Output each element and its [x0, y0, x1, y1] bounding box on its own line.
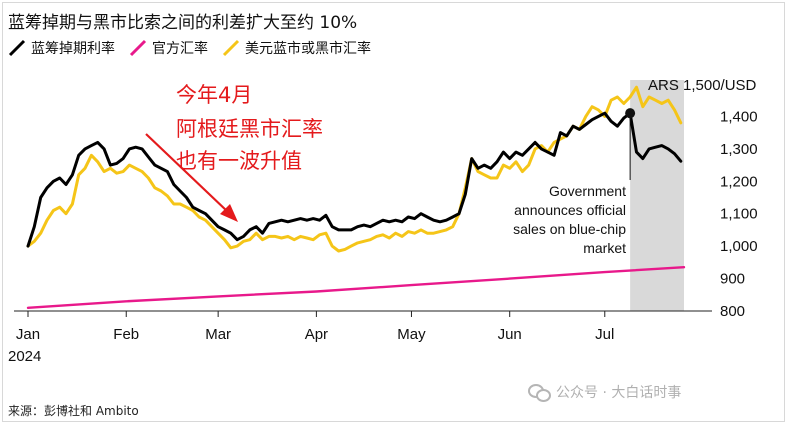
legend: 蓝筹掉期利率 官方汇率 美元蓝市或黑市汇率	[8, 38, 371, 58]
series-line-0	[26, 111, 683, 248]
y-tick-label: 800	[720, 303, 745, 320]
callout-text-line: 今年4月	[176, 83, 252, 107]
wechat-icon	[528, 383, 551, 402]
x-tick-label: Mar	[205, 326, 231, 343]
y-tick-label: 1,100	[720, 206, 758, 223]
legend-swatch-official	[129, 39, 147, 57]
callout-text-line: 阿根廷黑市汇率	[176, 117, 323, 141]
y-tick-label: 1,000	[720, 238, 758, 255]
legend-label-blue-chip: 蓝筹掉期利率	[31, 41, 115, 57]
callout-text-line: 也有一波升值	[176, 149, 302, 173]
watermark-text: 公众号 · 大白话时事	[556, 385, 682, 401]
annotation-text-line: market	[583, 240, 626, 256]
y-unit-label: ARS 1,500/USD	[648, 77, 757, 94]
callout-arrow-line	[145, 133, 229, 213]
x-tick-label: May	[397, 326, 426, 343]
watermark: 公众号 · 大白话时事	[528, 382, 681, 402]
x-tick-label: Jan	[16, 326, 40, 343]
callout-arrowhead	[220, 204, 238, 222]
source-note: 来源：彭博社和 Ambito	[8, 404, 139, 418]
legend-swatch-black-market	[222, 39, 240, 57]
legend-label-black-market: 美元蓝市或黑市汇率	[245, 41, 371, 57]
x-tick-label: Apr	[305, 326, 328, 343]
series-line-1	[26, 266, 686, 309]
y-tick-label: 1,400	[720, 108, 758, 125]
legend-item-black-market: 美元蓝市或黑市汇率	[222, 38, 371, 58]
annotation-text-line: announces official	[514, 202, 626, 218]
annotation-text-line: sales on blue-chip	[513, 221, 626, 237]
x-year-label: 2024	[8, 348, 41, 365]
legend-item-blue-chip: 蓝筹掉期利率	[8, 38, 115, 58]
legend-swatch-blue-chip	[8, 39, 26, 57]
chart-title: 蓝筹掉期与黑市比索之间的利差扩大至约 10%	[8, 13, 358, 33]
x-tick-label: Feb	[113, 326, 139, 343]
annotation-text-line: Government	[549, 183, 626, 199]
annotation-dot	[625, 108, 636, 119]
y-tick-label: 1,300	[720, 141, 758, 158]
shaded-region	[630, 80, 684, 311]
legend-item-official: 官方汇率	[129, 38, 208, 58]
legend-label-official: 官方汇率	[152, 41, 208, 57]
x-tick-label: Jun	[498, 326, 522, 343]
y-tick-label: 1,200	[720, 173, 758, 190]
y-tick-label: 900	[720, 271, 745, 288]
x-tick-label: Jul	[595, 326, 614, 343]
